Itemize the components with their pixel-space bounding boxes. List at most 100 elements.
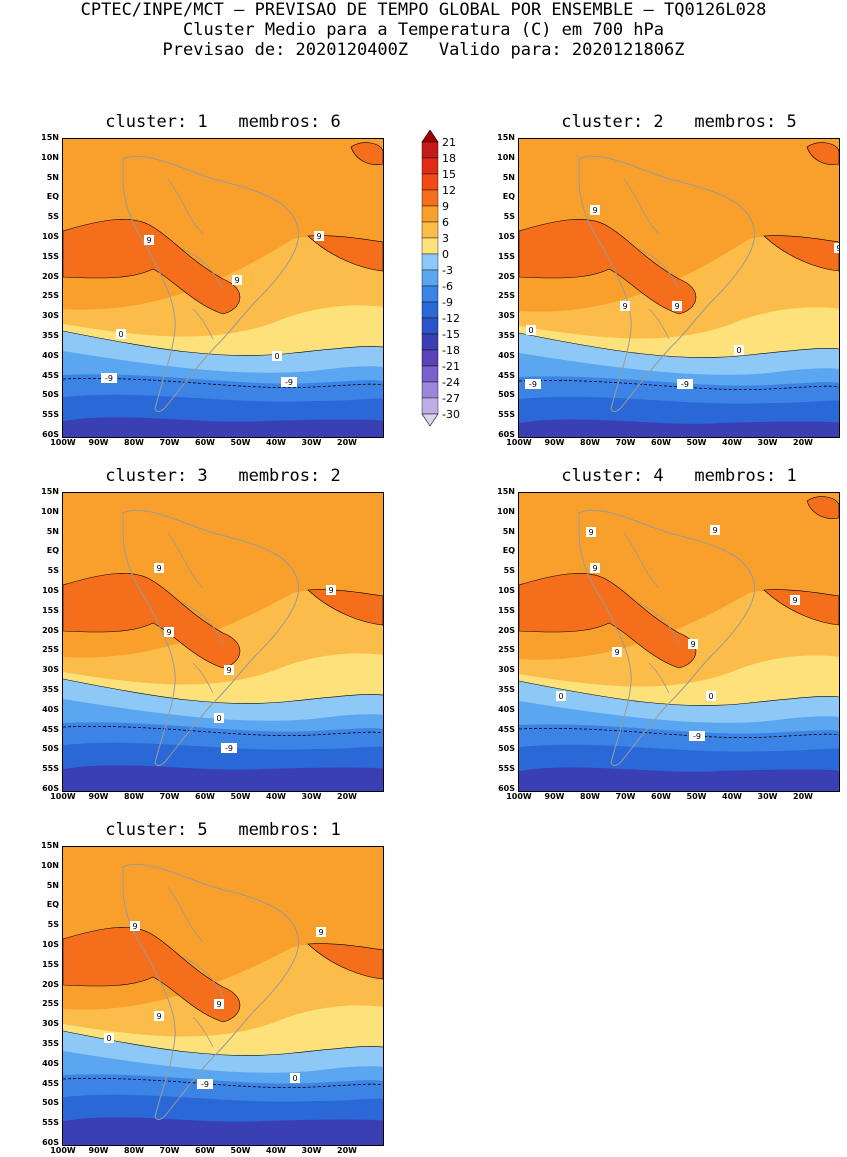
lon-tick-label: 70W bbox=[159, 792, 180, 801]
svg-text:9: 9 bbox=[156, 564, 161, 573]
contour-label: 9 bbox=[586, 527, 596, 537]
lat-tick-label: 35S bbox=[42, 1039, 59, 1048]
colorbar-label: -9 bbox=[442, 296, 453, 309]
svg-text:9: 9 bbox=[132, 922, 137, 931]
panel-4-title: cluster: 4 membros: 1 bbox=[561, 466, 797, 486]
lat-tick-label: EQ bbox=[502, 192, 515, 202]
lat-tick-label: EQ bbox=[502, 546, 515, 556]
colorbar-swatch bbox=[421, 269, 439, 287]
contour-label: -9 bbox=[197, 1079, 213, 1089]
contour-label: 9 bbox=[688, 639, 698, 649]
colorbar-swatch bbox=[421, 173, 439, 191]
lat-tick-label: 20S bbox=[498, 625, 515, 635]
svg-text:0: 0 bbox=[106, 1034, 111, 1043]
lon-tick-label: 50W bbox=[230, 1146, 251, 1155]
lat-tick-label: 35S bbox=[42, 331, 59, 340]
lat-tick-label: 45S bbox=[498, 724, 515, 734]
colorbar-swatch bbox=[421, 141, 439, 159]
lat-tick-label: 45S bbox=[42, 724, 59, 734]
svg-text:0: 0 bbox=[558, 692, 563, 701]
contour-label: 9 bbox=[154, 1011, 164, 1021]
lat-tick-label: 60S bbox=[42, 784, 59, 793]
contour-label: 0 bbox=[214, 713, 224, 723]
lat-tick-label: 35S bbox=[498, 685, 515, 694]
svg-text:0: 0 bbox=[736, 346, 741, 355]
lon-tick-label: 50W bbox=[230, 438, 251, 447]
lat-tick-label: 20S bbox=[42, 979, 59, 989]
lon-tick-label: 70W bbox=[615, 438, 636, 447]
svg-text:9: 9 bbox=[712, 526, 717, 535]
contour-label: 9 bbox=[612, 647, 622, 657]
colorbar-swatch bbox=[421, 221, 439, 239]
lat-tick-label: 5S bbox=[47, 920, 59, 930]
svg-text:-9: -9 bbox=[201, 1080, 209, 1089]
colorbar-swatch bbox=[421, 253, 439, 271]
lat-tick-label: 60S bbox=[42, 1138, 59, 1147]
subtitle-variable: Cluster Medio para a Temperatura (C) em … bbox=[182, 20, 665, 40]
colorbar-label: -27 bbox=[442, 392, 460, 405]
lat-tick-label: 45S bbox=[42, 1078, 59, 1088]
lon-tick-label: 30W bbox=[757, 438, 778, 447]
contour-label: 9 bbox=[154, 563, 164, 573]
lat-tick-label: 30S bbox=[42, 1019, 59, 1029]
lon-tick-label: 30W bbox=[301, 792, 322, 801]
lon-tick-label: 30W bbox=[301, 1146, 322, 1155]
contour-label: 9 bbox=[710, 525, 720, 535]
svg-text:9: 9 bbox=[216, 1000, 221, 1009]
colorbar-label: -18 bbox=[442, 344, 460, 357]
lat-tick-label: 25S bbox=[42, 291, 59, 301]
contour-label: 9 bbox=[164, 627, 174, 637]
svg-text:9: 9 bbox=[622, 302, 627, 311]
colorbar-swatch bbox=[421, 205, 439, 223]
lat-tick-label: 55S bbox=[498, 410, 515, 420]
lat-tick-label: 30S bbox=[498, 665, 515, 675]
lat-tick-label: EQ bbox=[46, 900, 59, 910]
lon-tick-label: 20W bbox=[793, 438, 813, 447]
lat-tick-label: 10N bbox=[41, 860, 59, 870]
lon-tick-label: 40W bbox=[266, 438, 286, 447]
contour-label: -9 bbox=[677, 379, 693, 389]
lon-tick-label: 70W bbox=[159, 438, 180, 447]
lon-tick-label: 40W bbox=[722, 438, 742, 447]
contour-label: 9 bbox=[130, 921, 140, 931]
colorbar-label: 18 bbox=[442, 152, 456, 165]
lon-tick-label: 80W bbox=[580, 792, 600, 801]
colorbar-label: -6 bbox=[442, 280, 453, 293]
lat-tick-label: 5N bbox=[46, 526, 59, 536]
lat-tick-label: 5S bbox=[47, 212, 59, 222]
contour-label: -9 bbox=[101, 373, 117, 383]
colorbar-swatch bbox=[421, 397, 439, 415]
lat-tick-label: 5S bbox=[47, 566, 59, 576]
lon-tick-label: 30W bbox=[301, 438, 322, 447]
contour-label: 9 bbox=[834, 243, 839, 253]
contour-label: 9 bbox=[672, 301, 682, 311]
svg-text:0: 0 bbox=[708, 692, 713, 701]
colorbar-label: 12 bbox=[442, 184, 456, 197]
lon-tick-label: 20W bbox=[337, 792, 357, 801]
lon-tick-label: 70W bbox=[159, 1146, 180, 1155]
lat-tick-label: 25S bbox=[42, 645, 59, 655]
colorbar-label: -15 bbox=[442, 328, 460, 341]
lat-tick-label: 15N bbox=[41, 487, 59, 496]
lat-tick-label: 5N bbox=[502, 526, 515, 536]
svg-text:9: 9 bbox=[328, 586, 333, 595]
lon-tick-label: 100W bbox=[506, 792, 532, 801]
lat-tick-label: 5S bbox=[503, 566, 515, 576]
lat-tick-label: 50S bbox=[42, 1098, 59, 1108]
lat-tick-label: 55S bbox=[42, 410, 59, 420]
lon-tick-label: 80W bbox=[124, 1146, 144, 1155]
svg-text:9: 9 bbox=[614, 648, 619, 657]
lat-tick-label: 15N bbox=[497, 487, 515, 496]
lat-tick-label: 30S bbox=[42, 311, 59, 321]
panel-3-title: cluster: 3 membros: 2 bbox=[105, 466, 341, 486]
lat-tick-label: 40S bbox=[42, 350, 59, 360]
contour-label: 0 bbox=[290, 1073, 300, 1083]
contour-label: 9 bbox=[590, 205, 600, 215]
contour-label: 9 bbox=[224, 665, 234, 675]
lat-tick-label: 10S bbox=[42, 232, 59, 241]
lon-tick-label: 60W bbox=[651, 438, 671, 447]
lat-tick-label: 5N bbox=[502, 172, 515, 182]
lat-tick-label: 10S bbox=[42, 940, 59, 949]
contour-label: 9 bbox=[590, 563, 600, 573]
lon-tick-label: 90W bbox=[88, 438, 109, 447]
